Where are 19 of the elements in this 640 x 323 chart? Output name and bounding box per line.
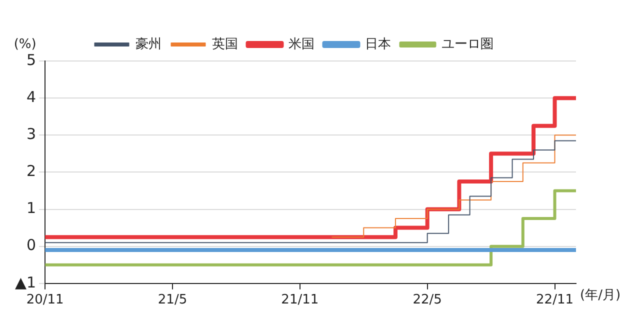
legend-label: 日本 [364, 36, 391, 52]
y-tick-label: 3 [26, 125, 36, 144]
x-tick-label: 22/11 [536, 292, 574, 308]
legend-label: 米国 [288, 36, 314, 52]
legend-label: 英国 [212, 36, 238, 52]
x-tick-label: 21/11 [281, 292, 319, 308]
x-tick-label: 22/5 [412, 292, 442, 308]
y-tick-label: 4 [26, 88, 36, 106]
x-tick-label: 20/11 [26, 292, 64, 308]
y-tick-label: 0 [26, 236, 36, 254]
x-axis-title: (年/月) [580, 288, 621, 303]
y-tick-label: 2 [26, 162, 36, 180]
legend-label: 豪州 [135, 36, 162, 52]
y-tick-label: 5 [26, 50, 36, 69]
legend-label: ユーロ圏 [441, 36, 494, 52]
y-tick-label: 1 [26, 199, 36, 218]
y-tick-label: ▲1 [14, 273, 36, 292]
x-tick-label: 21/5 [158, 292, 188, 308]
y-axis-title: (%) [14, 36, 36, 52]
